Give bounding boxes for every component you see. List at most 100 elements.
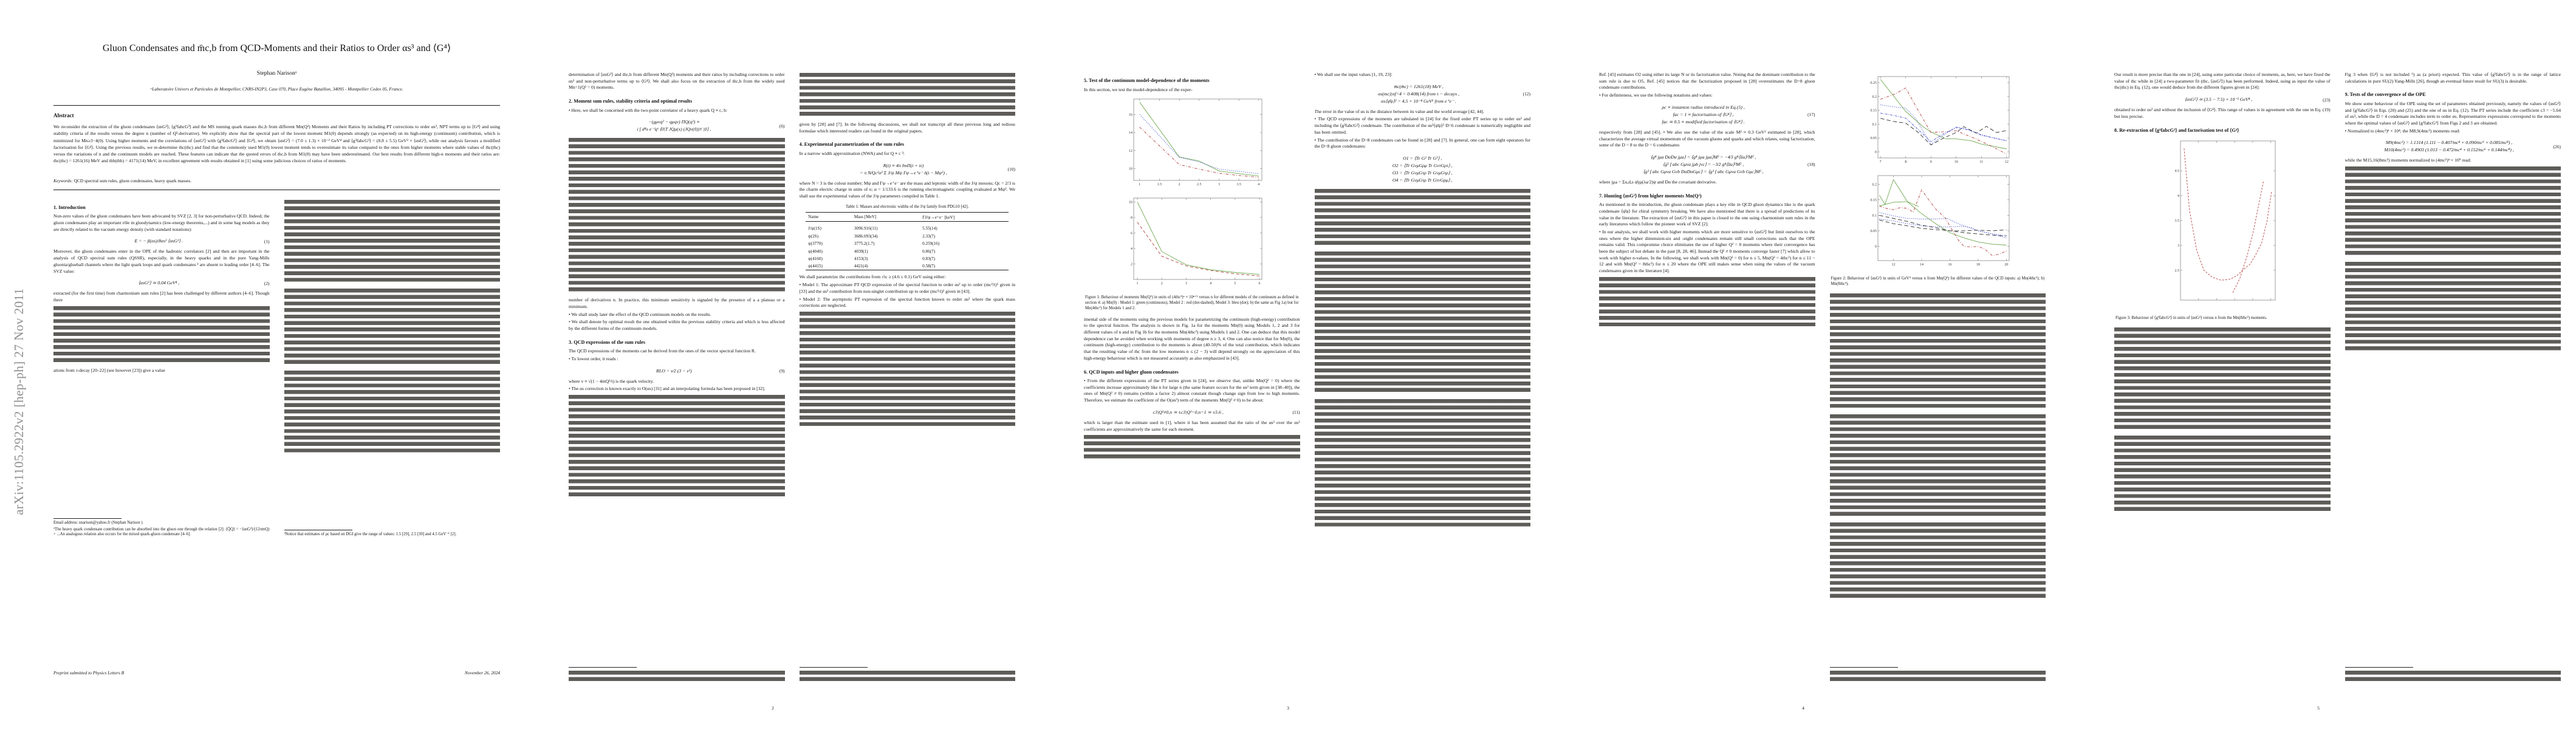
paragraph: • In our analysis, we shall work with hi… xyxy=(1599,228,1815,274)
figure-caption: Figure 2: Behaviour of ⟨αsG²⟩ in units o… xyxy=(1831,276,2045,286)
equation-line: ⟨g⁴ jμa DαDα jμa⟩ = ⟨g⁴ jμa jμa⟩M² = −4⁄… xyxy=(1650,154,1756,160)
equation: ⟨g⁴ jμa DαDα jμa⟩ = ⟨g⁴ jμa jμa⟩M² = −4⁄… xyxy=(1599,154,1815,176)
table-row: ψ(4040) 4039(1) 0.86(7) xyxy=(806,247,1009,255)
table-cell: ψ(4415) xyxy=(808,264,823,269)
series-Model-1-(green-continuous) xyxy=(1139,102,1259,177)
paragraph: where N = 3 is the colour number; Mψ and… xyxy=(799,180,1016,199)
table-cell: ψ(2S) xyxy=(808,233,819,239)
table-cell: J/ψ(1S) xyxy=(808,226,821,231)
text-lines-placeholder xyxy=(1314,399,1530,527)
equation-line: i ∫ d⁴x e⁻ⁱqˣ ⟨0|T JQμ(x) (JQν(0))† |0⟩ … xyxy=(637,126,711,132)
page-number: 2 xyxy=(772,705,774,711)
svg-text:4.5: 4.5 xyxy=(2175,169,2180,173)
page-number: 4 xyxy=(1802,705,1804,711)
svg-text:12: 12 xyxy=(1891,263,1895,267)
svg-text:2: 2 xyxy=(1178,183,1180,187)
section-heading: 8. Re-extraction of ⟨g³fabcG³⟩ and facto… xyxy=(2114,127,2239,133)
paragraph: The error in the value of αs is the dist… xyxy=(1314,108,1484,114)
paper-title: Gluon Condensates and m̄c,b from QCD-Mom… xyxy=(102,43,451,53)
equation-line: fac = 1 ≡ factorisation of ⟨G⁴⟩ , xyxy=(1673,111,1734,117)
footnote: ²Notice that estimates of ρc based on DG… xyxy=(284,532,457,537)
svg-text:4: 4 xyxy=(1131,247,1132,251)
equation-number: (6) xyxy=(779,123,785,129)
svg-text:4: 4 xyxy=(2177,194,2179,198)
equation-body: −(gμνq² − qμqν) ΠQ(q²) ≡ i ∫ d⁴x e⁻ⁱqˣ ⟨0… xyxy=(569,118,779,133)
page-5-left-column: Our result is more precise than the one … xyxy=(2114,72,2331,686)
svg-text:0.05: 0.05 xyxy=(1870,230,1877,233)
series-blue-dotted-2 xyxy=(1879,219,2007,236)
equation-number: (23) xyxy=(2323,97,2331,103)
footnote: ¹The heavy quark condensate contribution… xyxy=(53,527,270,537)
series-red-dashed-lower xyxy=(2184,148,2272,281)
spacer xyxy=(53,375,270,513)
page-3-left-column: 5. Test of the continuum model-dependenc… xyxy=(1084,72,1300,686)
page-1-footer: Preprint submitted to Physics Letters B … xyxy=(53,670,500,676)
svg-text:0.05: 0.05 xyxy=(1870,137,1877,140)
equation: R(t) ≡ 4π ImΠ(t + iε) = π N⁄Qc²α² Σ J/ψ M… xyxy=(800,162,1015,177)
svg-text:8: 8 xyxy=(1905,160,1906,164)
section-heading: 9. Tests of the convergence of the OPE xyxy=(2345,92,2426,98)
svg-text:0: 0 xyxy=(1875,151,1877,154)
text-lines-placeholder xyxy=(1084,435,1300,459)
equation-number: (10) xyxy=(1007,166,1015,172)
text-lines-placeholder xyxy=(1599,276,1815,327)
paragraph: • From the different expressions of the … xyxy=(1084,378,1300,403)
page-4: Ref. [45] estimates O2 using either its … xyxy=(1546,0,2061,729)
paragraph: number of derivatives n. In practice, th… xyxy=(569,297,785,309)
paragraph: As mentioned in the introduction, the gl… xyxy=(1599,202,1815,227)
paragraph: which is larger than the estimate used i… xyxy=(1084,419,1300,432)
spacer xyxy=(284,458,501,524)
equation-body: ⟨g⁴ jμa DαDα jμa⟩ = ⟨g⁴ jμa jμa⟩M² = −4⁄… xyxy=(1599,154,1807,176)
page-5-columns: Our result is more precise than the one … xyxy=(2114,72,2561,686)
series-black-dashed-1 xyxy=(1879,214,2007,237)
equation-line: R(t) ≡ 4π ImΠ(t + iε) xyxy=(883,162,924,168)
series-red-dashed-upper xyxy=(2233,180,2264,293)
equation: c3|Q²≠0,n ≃ ±c3|Q²=0,n=1 ≃ ±5.6 , (11) xyxy=(1084,409,1300,416)
series-Model-1-(green-continuous) xyxy=(1137,202,1259,275)
equation: O1 = ⟨Tr G² Tr G²⟩ , O2 = ⟨Tr GνμGρμ Tr G… xyxy=(1315,155,1531,184)
equation-body: E = − β(αs)/8αs² ⟨αsG²⟩ . xyxy=(53,238,264,245)
keywords-line: Keywords: QCD spectral sum rules, gluon … xyxy=(53,178,500,183)
svg-text:0.2: 0.2 xyxy=(1872,183,1877,187)
equation-body: M9(4mc²) = 1.1314 (1.111 − 0.407⁄mc⁴ + 0… xyxy=(2345,139,2554,154)
table-header: Mass [MeV] xyxy=(851,212,920,222)
equation-body: O1 = ⟨Tr G² Tr G²⟩ , O2 = ⟨Tr GνμGρμ Tr G… xyxy=(1315,155,1531,184)
page-2: determination of ⟨αsG²⟩ and m̄c,b from d… xyxy=(515,0,1030,729)
paragraph: Fig 3 when ⟨G⁴⟩ is not included ⁶) as (a… xyxy=(2345,72,2561,84)
figure-caption: Figure 1: Behaviour of moments Mn(Q²) in… xyxy=(1085,295,1299,310)
keywords-text: QCD spectral sum rules, gluon condensate… xyxy=(74,177,192,183)
svg-text:8: 8 xyxy=(1131,216,1132,220)
equation-line: m̄c(m̄c) = 1261(18) MeV , xyxy=(1394,83,1444,89)
paragraph: given by [28] and [7]. In the following … xyxy=(799,121,1016,134)
page-1: arXiv:1105.2922v2 [hep-ph] 27 Nov 2011 G… xyxy=(0,0,515,729)
table-header: ΓJ/ψ→e⁺e⁻ [keV] xyxy=(920,212,1009,222)
paragraph: • We shall denote by optimal result the … xyxy=(569,319,785,331)
text-lines-placeholder xyxy=(2345,670,2561,681)
text-lines-placeholder xyxy=(284,371,500,453)
equation-line: O1 = ⟨Tr G² Tr G²⟩ , xyxy=(1403,155,1442,161)
equation-line: = π N⁄Qc²α² Σ J/ψ Mψ Γψ→e⁺e⁻ δ(t − Mψ²) … xyxy=(860,169,947,176)
svg-text:3: 3 xyxy=(1218,183,1220,187)
paragraph: obtained to order αs² and without the in… xyxy=(2114,107,2331,119)
page-number: 5 xyxy=(2317,705,2320,711)
paragraph: • Model 2: The asymptotic PT expression … xyxy=(799,296,1016,309)
svg-text:16: 16 xyxy=(1129,114,1132,117)
equation: ⟨αsG²⟩ ≃ (3.5 − 7.5) × 10⁻² GeV⁴ , (23) xyxy=(2114,96,2331,103)
section-heading: 2. Moment sum rules, stability criteria … xyxy=(569,98,693,104)
table-cell: 4421(4) xyxy=(854,264,868,269)
series-red-dot-dashed xyxy=(1879,189,2007,256)
equation: ⟨αsG²⟩ ≃ 0.04 GeV⁴ , (2) xyxy=(53,279,270,287)
table-cell: ψ(4040) xyxy=(808,248,823,254)
equation-line: ⟨g⁵ f abc Gμνa jμb jνc⟩ = −3⁄2 g⁴⟨ūu⟩²M²… xyxy=(1663,161,1744,167)
table-cell: 3775.2(1.7) xyxy=(854,241,875,247)
equation-body: RLO = v⁄2 (3 − v²) xyxy=(569,368,779,375)
svg-text:9: 9 xyxy=(1930,160,1931,164)
series-Model-2-(red-dot-dashed) xyxy=(1139,127,1259,178)
svg-text:2.5: 2.5 xyxy=(1197,183,1202,187)
keywords-label: Keywords: xyxy=(53,177,73,183)
table-header: Name xyxy=(806,212,852,222)
section-heading: 4. Experimental parametrization of the s… xyxy=(799,142,905,148)
section-heading: 5. Test of the continuum model-dependenc… xyxy=(1084,78,1210,83)
svg-text:7: 7 xyxy=(1879,160,1881,164)
